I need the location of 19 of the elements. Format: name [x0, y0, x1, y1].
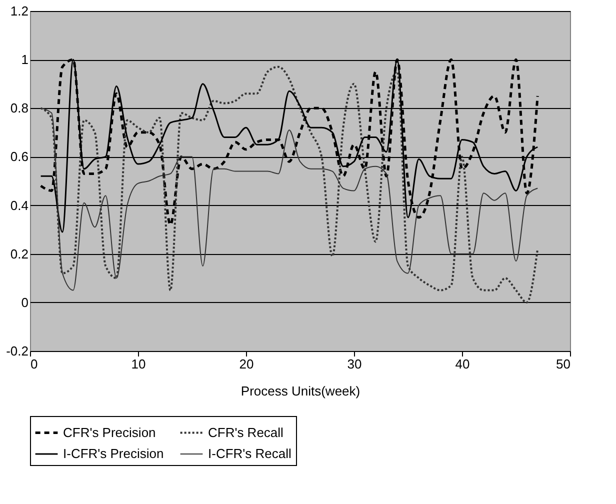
- legend-label: I-CFR's Recall: [208, 446, 292, 461]
- y-tick-label: 0: [21, 294, 28, 310]
- legend-label: CFR's Precision: [63, 424, 156, 440]
- legend-label: CFR's Recall: [208, 424, 284, 440]
- x-tick-label: 40: [455, 356, 470, 372]
- x-axis-title: Process Units(week): [240, 384, 360, 398]
- x-tick-label: 30: [347, 356, 362, 372]
- y-tick-label: 0.6: [10, 149, 28, 164]
- x-tick-label: 50: [556, 356, 570, 372]
- x-tick-label: 20: [239, 356, 254, 372]
- y-tick-label: 0.4: [10, 198, 28, 213]
- x-tick-label: 0: [30, 356, 38, 372]
- x-tick-label: 10: [131, 356, 146, 372]
- y-tick-label: 1: [21, 52, 28, 68]
- y-tick-label: 1.2: [10, 4, 28, 18]
- y-tick-label: -0.2: [6, 344, 28, 358]
- legend-label: I-CFR's Precision: [63, 446, 164, 461]
- y-tick-label: 0.2: [10, 246, 28, 262]
- y-tick-label: 0.8: [10, 100, 28, 116]
